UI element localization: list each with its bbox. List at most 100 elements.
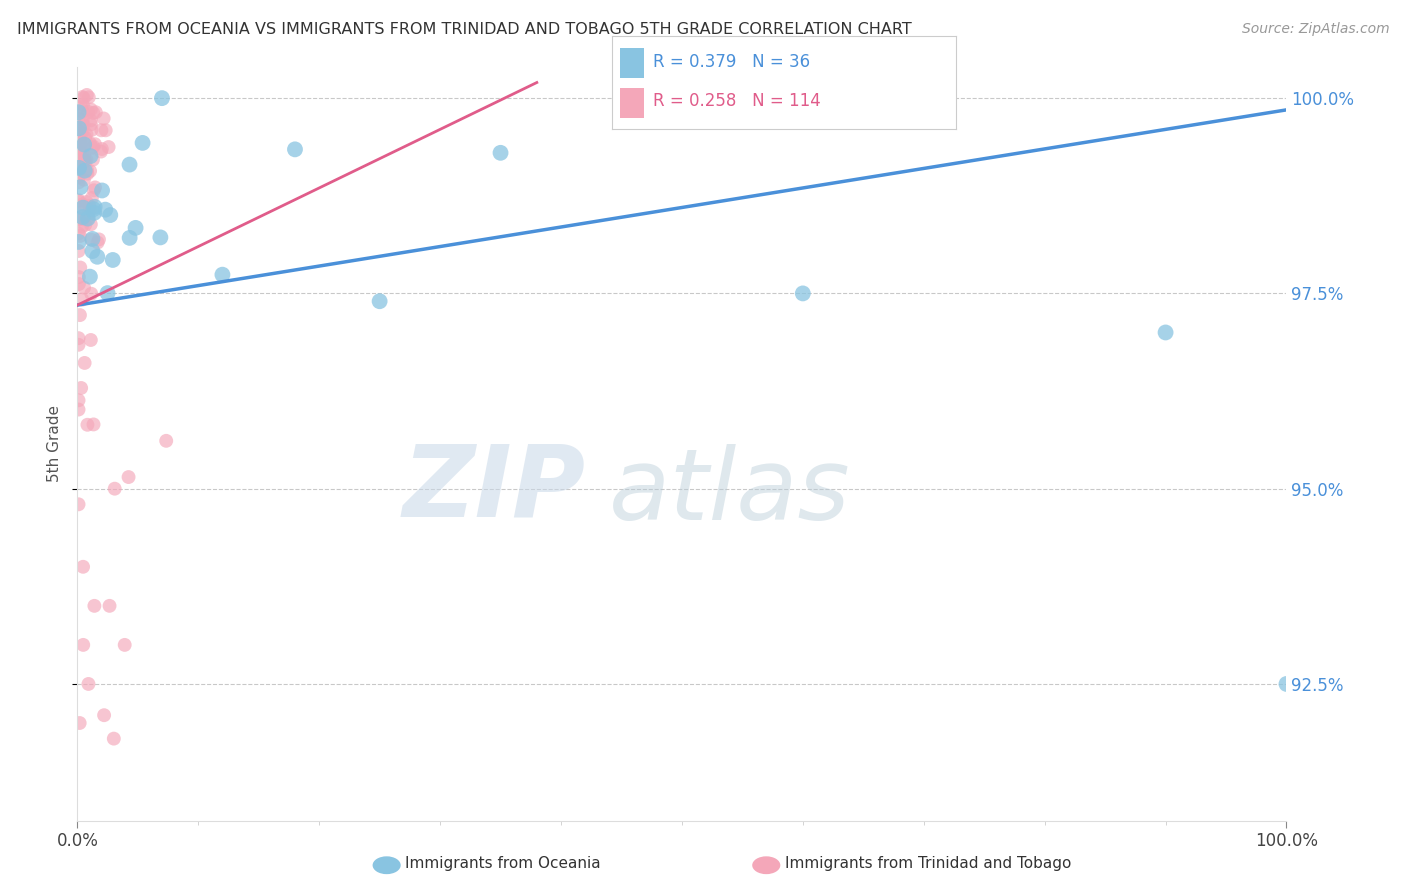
Text: R = 0.379   N = 36: R = 0.379 N = 36	[652, 53, 810, 70]
Point	[69, 133, 91, 147]
Point	[67, 212, 90, 227]
Point	[124, 220, 146, 235]
Point	[76, 87, 98, 102]
Point	[67, 161, 90, 175]
Point	[77, 90, 100, 104]
Point	[73, 163, 96, 178]
Point	[72, 91, 94, 105]
Point	[72, 293, 94, 307]
Point	[131, 136, 153, 150]
Point	[104, 482, 127, 496]
Point	[67, 227, 90, 241]
Point	[76, 417, 98, 432]
Point	[67, 138, 90, 153]
Point	[87, 232, 110, 246]
Text: IMMIGRANTS FROM OCEANIA VS IMMIGRANTS FROM TRINIDAD AND TOBAGO 5TH GRADE CORRELA: IMMIGRANTS FROM OCEANIA VS IMMIGRANTS FR…	[17, 22, 911, 37]
Point	[67, 138, 90, 153]
Point	[69, 180, 91, 194]
Point	[80, 286, 103, 301]
Point	[72, 98, 94, 112]
Point	[82, 244, 104, 258]
Point	[73, 137, 96, 152]
Point	[72, 90, 94, 104]
Point	[97, 140, 120, 154]
Point	[80, 113, 103, 128]
Point	[69, 260, 91, 275]
Point	[94, 202, 117, 217]
Bar	[620, 88, 644, 118]
Text: atlas: atlas	[609, 444, 851, 541]
Point	[80, 191, 103, 205]
Point	[98, 208, 121, 222]
Point	[75, 128, 97, 142]
Point	[67, 160, 90, 174]
Point	[72, 152, 94, 166]
Text: Immigrants from Oceania: Immigrants from Oceania	[405, 856, 600, 871]
Point	[79, 136, 101, 151]
Point	[67, 338, 90, 352]
Point	[77, 207, 100, 221]
Point	[67, 270, 90, 285]
Point	[80, 333, 103, 347]
Point	[69, 149, 91, 163]
Point	[90, 145, 112, 159]
Point	[69, 121, 91, 136]
Point	[84, 180, 107, 194]
Point	[67, 497, 90, 511]
Point	[80, 233, 103, 247]
Point	[82, 106, 104, 120]
Point	[76, 211, 98, 226]
Point	[84, 105, 107, 120]
Point	[80, 103, 103, 117]
Point	[76, 167, 98, 181]
Point	[70, 126, 93, 140]
Bar	[620, 48, 644, 78]
Point	[149, 230, 172, 244]
Point	[67, 105, 90, 120]
Point	[83, 200, 105, 214]
Point	[284, 142, 307, 156]
Point	[70, 100, 93, 114]
Point	[67, 393, 90, 408]
Point	[83, 206, 105, 220]
Point	[72, 210, 94, 224]
Point	[79, 202, 101, 217]
Point	[73, 172, 96, 186]
Point	[91, 184, 114, 198]
Point	[79, 199, 101, 213]
Point	[86, 250, 108, 264]
Point	[79, 149, 101, 163]
Point	[69, 124, 91, 138]
Point	[82, 232, 104, 246]
Point	[73, 154, 96, 169]
Point	[67, 194, 90, 209]
Point	[76, 163, 98, 178]
Point	[67, 194, 90, 208]
Point	[72, 118, 94, 132]
Point	[118, 231, 141, 245]
Point	[75, 218, 97, 232]
Point	[69, 145, 91, 159]
Point	[150, 91, 173, 105]
Point	[114, 638, 136, 652]
Point	[67, 331, 90, 345]
Point	[792, 286, 814, 301]
Point	[155, 434, 177, 448]
Point	[67, 170, 90, 185]
Point	[103, 731, 125, 746]
Point	[69, 136, 91, 151]
Point	[117, 470, 139, 484]
Point	[80, 123, 103, 137]
Point	[67, 162, 90, 177]
Point	[70, 381, 93, 395]
Point	[211, 268, 233, 282]
Point	[84, 137, 107, 152]
Point	[69, 229, 91, 244]
Point	[73, 280, 96, 294]
Point	[80, 117, 103, 131]
Point	[72, 155, 94, 169]
Point	[76, 194, 98, 209]
Point	[70, 219, 93, 234]
Point	[73, 153, 96, 168]
Text: ZIP: ZIP	[402, 441, 585, 538]
